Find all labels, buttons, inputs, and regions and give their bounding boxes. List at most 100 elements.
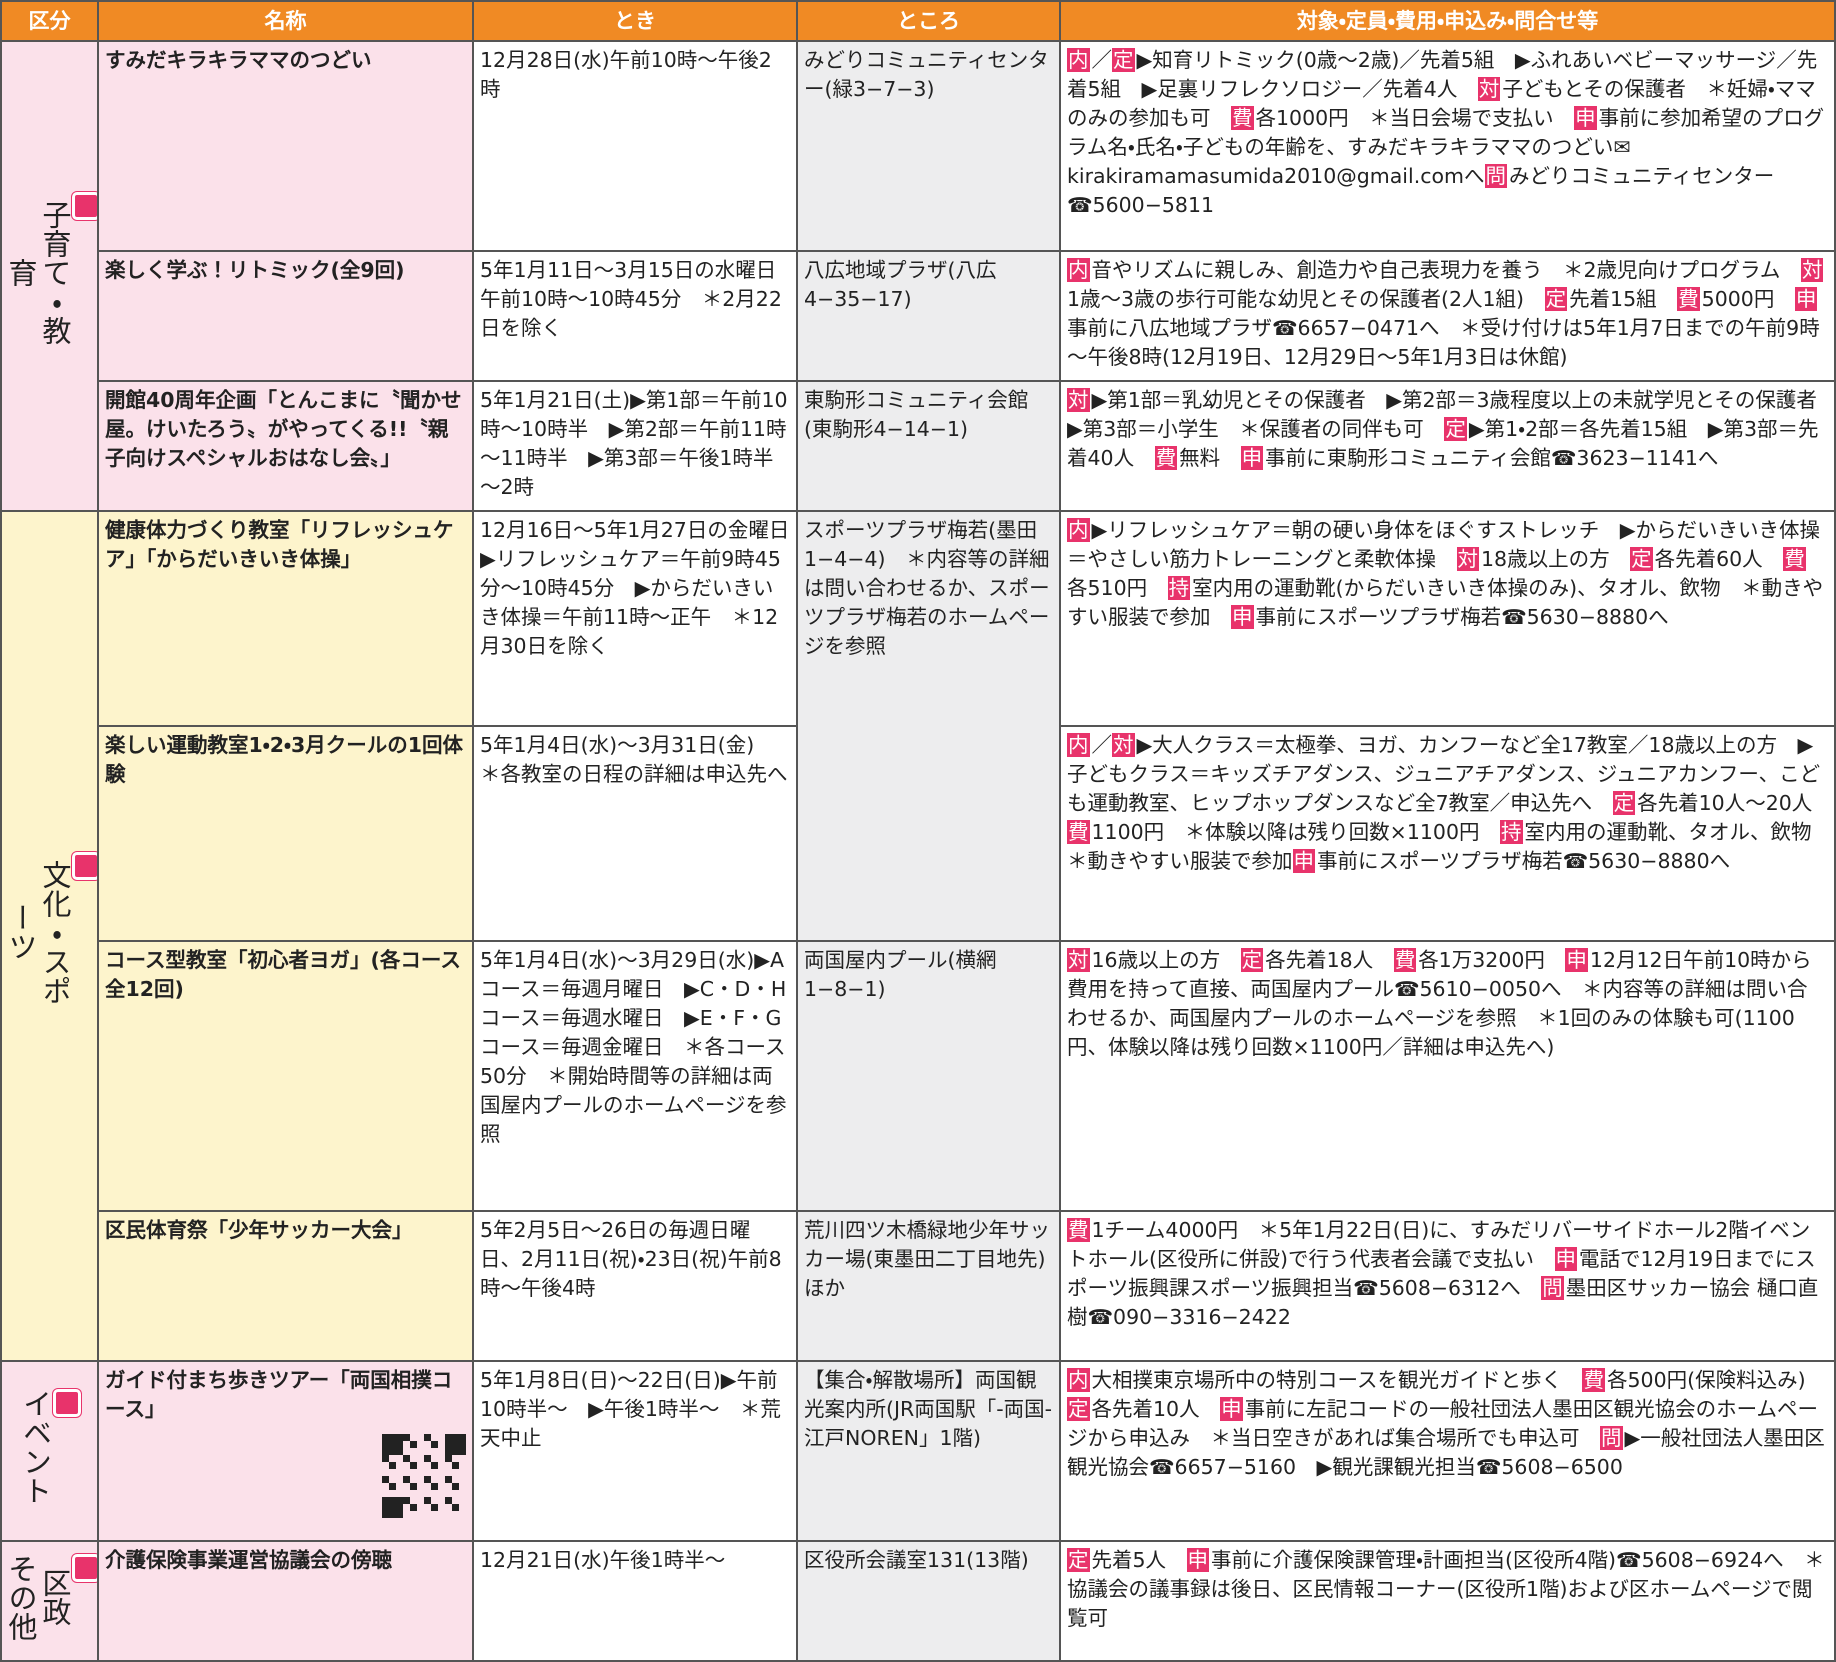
detail-text: ／	[1091, 48, 1113, 72]
details-cell: 内音やリズムに親しみ、創造力や自己表現力を養う ＊2歳児向けプログラム 対 1歳～…	[1059, 250, 1836, 382]
detail-tag: 対	[1067, 388, 1090, 412]
column-header: 対象・定員・費用・申込み・問合せ等	[1059, 0, 1836, 42]
category-icon	[52, 1389, 81, 1417]
where-cell: 区役所会議室131(13階)	[796, 1540, 1061, 1662]
detail-text: 室内用の運動靴、タオル、飲物 ＊動きやすい服装で参加	[1067, 820, 1833, 873]
detail-text: 事前に八広地域プラザ☎6657−0471へ ＊受け付けは5年1月7日までの午前9…	[1067, 316, 1820, 369]
header-row: 区分 名称 とき ところ 対象・定員・費用・申込み・問合せ等	[0, 0, 1836, 42]
detail-tag: 費	[1231, 106, 1254, 130]
detail-text: ▶第1・2部＝各先着15組 ▶第3部＝先着40人	[1067, 417, 1819, 470]
column-header: ところ	[796, 0, 1061, 42]
name-cell: 区民体育祭「少年サッカー大会」	[97, 1210, 474, 1362]
details-cell: 内／対 ▶大人クラス＝太極拳、ヨガ、カンフーなど全17教室／18歳以上の方 ▶子ど…	[1059, 725, 1836, 942]
detail-tag: 問	[1484, 164, 1507, 188]
detail-text: 各先着60人	[1654, 547, 1784, 571]
detail-text: 事前に参加希望のプログラム名・氏名・子どもの年齢を、すみだキラキラママのつどい✉…	[1067, 106, 1825, 188]
detail-text: 子どもとその保護者 ＊妊婦・ママのみの参加も可	[1067, 77, 1816, 130]
detail-text: 各510円	[1067, 576, 1168, 600]
where-cell: スポーツプラザ梅若(墨田1−4−4) ＊内容等の詳細は問い合わせるか、スポーツプ…	[796, 510, 1061, 942]
table-row: 文化・スポーツ 健康体力づくり教室「リフレッシュケア」「からだいきいき体操」 12月…	[0, 510, 1836, 1362]
detail-text: 1チーム4000円 ＊5年1月22日(日)に、すみだリバーサイドホール2階イベン…	[1067, 1218, 1811, 1271]
detail-tag: 定	[1067, 1397, 1090, 1421]
name-cell: 開館40周年企画「とんこまに〝聞かせ屋。けいたろう〟がやってくる!!〝親子向けス…	[97, 380, 474, 512]
table-row: 区政 その他 介護保険事業運営協議会の傍聴 12月21日(水)午後1時半～ 区役所会議室…	[0, 1540, 1836, 1662]
details-cell: 内 ▶リフレッシュケア＝朝の硬い身体をほぐすストレッチ ▶からだいきいき体操＝やさ…	[1059, 510, 1836, 727]
detail-text: 各1000円 ＊当日会場で支払い	[1255, 106, 1575, 130]
detail-tag: 問	[1600, 1426, 1623, 1450]
table-row: 開館40周年企画「とんこまに〝聞かせ屋。けいたろう〟がやってくる!!〝親子向けス…	[1, 380, 1836, 512]
detail-text: 事前にスポーツプラザ梅若☎5630−8880へ	[1255, 605, 1669, 629]
detail-tag: 申	[1292, 849, 1315, 873]
detail-text: 12月12日午前10時から費用を持って直接、両国屋内プール☎5610−0050へ…	[1067, 948, 1812, 1059]
category-label: 文化・スポーツ	[4, 852, 96, 1012]
details-cell: 内／定 ▶知育リトミック(0歳～2歳)／先着5組 ▶ふれあいベビーマッサージ／先着…	[1059, 40, 1836, 252]
detail-text: 16歳以上の方	[1091, 948, 1241, 972]
detail-text: 墨田区サッカー協会 樋口直樹☎090−3316−2422	[1067, 1276, 1819, 1329]
category-icon	[72, 192, 96, 220]
category-text: 文化・スポーツ	[4, 859, 72, 1005]
table-row: 楽しく学ぶ！リトミック(全9回) 5年1月11日～3月15日の水曜日午前10時～1…	[1, 250, 1836, 382]
detail-text: ／	[1091, 733, 1113, 757]
where-cell: 八広地域プラザ(八広4−35−17)	[796, 250, 1061, 382]
detail-tag: 費	[1067, 1218, 1090, 1242]
when-cell: 12月28日(水)午前10時～午後2時	[472, 40, 798, 252]
detail-tag: 持	[1500, 820, 1523, 844]
category-cell: 文化・スポーツ	[0, 510, 99, 1362]
where-cell: 【集合・解散場所】両国観光案内所(JR両国駅「-両国-江戸NOREN」1階)	[796, 1360, 1061, 1542]
event-name: 開館40周年企画「とんこまに〝聞かせ屋。けいたろう〟がやってくる!!〝親子向けス…	[105, 388, 462, 470]
detail-tag: 問	[1541, 1276, 1564, 1300]
when-cell: 5年2月5日～26日の毎週日曜日、2月11日(祝)・23日(祝)午前8時～午後4…	[472, 1210, 798, 1362]
detail-tag: 申	[1186, 1548, 1210, 1572]
category-text: 区政	[38, 1568, 72, 1626]
detail-text: 電話で12月19日までにスポーツ振興課スポーツ振興担当☎5608−6312へ	[1067, 1247, 1816, 1300]
when-cell: 5年1月21日(土)▶第1部＝午前10時～10時半 ▶第2部＝午前11時～11時…	[472, 380, 798, 512]
table-row: イベント ガイド付まち歩きツアー「両国相撲コース」 5年1月8日(日)～22日(日)…	[0, 1360, 1836, 1542]
category-text: イベント	[18, 1389, 53, 1505]
detail-tag: 定	[1112, 48, 1135, 72]
detail-tag: 定	[1444, 417, 1467, 441]
detail-tag: 申	[1554, 1247, 1577, 1271]
event-name: 介護保険事業運営協議会の傍聴	[105, 1548, 392, 1572]
detail-text: ▶一般社団法人墨田区観光協会☎6657−5160 ▶観光課観光担当☎5608−6…	[1067, 1426, 1825, 1479]
detail-tag: 申	[1220, 1397, 1243, 1421]
name-cell: 楽しく学ぶ！リトミック(全9回)	[97, 250, 474, 382]
category-label: イベント	[19, 1389, 81, 1505]
event-name: 区民体育祭「少年サッカー大会」	[105, 1218, 413, 1242]
detail-text: 5000円	[1701, 287, 1795, 311]
details-cell: 対 16歳以上の方 定各先着18人 費各1万3200円 申 12月12日午前10時か…	[1059, 940, 1836, 1212]
detail-tag: 定	[1630, 547, 1653, 571]
column-header: 名称	[97, 0, 474, 42]
detail-text: 1100円 ＊体験以降は残り回数×1100円	[1091, 820, 1501, 844]
detail-tag: 申	[1794, 287, 1818, 311]
details-cell: 定先着5人 申事前に介護保険課管理・計画担当(区役所4階)☎5608−6924へ…	[1059, 1540, 1836, 1662]
detail-tag: 内	[1067, 733, 1090, 757]
detail-tag: 申	[1240, 446, 1264, 470]
detail-tag: 定	[1067, 1548, 1090, 1572]
detail-tag: 費	[1582, 1368, 1605, 1392]
detail-text: ▶リフレッシュケア＝朝の硬い身体をほぐすストレッチ ▶からだいきいき体操＝やさし…	[1067, 518, 1821, 571]
when-cell: 5年1月8日(日)～22日(日)▶午前10時半～ ▶午後1時半～ ＊荒天中止	[472, 1360, 798, 1542]
detail-text: 事前に左記コードの一般社団法人墨田区観光協会のホームページから申込み ＊当日空き…	[1067, 1397, 1818, 1450]
category-text: 子育て・教育	[4, 199, 72, 345]
name-cell: すみだキラキラママのつどい	[97, 40, 474, 252]
detail-text: 事前にスポーツプラザ梅若☎5630−8880へ	[1317, 849, 1731, 873]
category-text: その他	[4, 1553, 38, 1641]
detail-tag: 申	[1231, 605, 1254, 629]
detail-text: 大相撲東京場所中の特別コースを観光ガイドと歩く	[1091, 1368, 1583, 1392]
detail-tag: 費	[1393, 948, 1417, 972]
detail-text: みどりコミュニティセンター☎5600−5811	[1067, 164, 1775, 217]
category-icon	[72, 1553, 96, 1582]
details-cell: 対 ▶第1部＝乳幼児とその保護者 ▶第2部＝3歳程度以上の未就学児とその保護者 ▶…	[1059, 380, 1836, 512]
event-name: すみだキラキラママのつどい	[105, 48, 372, 72]
when-cell: 5年1月4日(水)～3月31日(金) ＊各教室の日程の詳細は申込先へ	[472, 725, 798, 942]
detail-tag: 対	[1456, 547, 1479, 571]
detail-text: 各先着10人～20人	[1637, 791, 1833, 815]
table-body: 子育て・教育 すみだキラキラママのつどい 12月28日(水)午前10時～午後2時みど…	[0, 40, 1836, 1662]
detail-text: 無料	[1179, 446, 1241, 470]
detail-text: 先着5人	[1091, 1548, 1187, 1572]
detail-tag: 費	[1067, 820, 1090, 844]
detail-text: 各1万3200円	[1418, 948, 1566, 972]
event-name: ガイド付まち歩きツアー「両国相撲コース」	[105, 1368, 453, 1421]
event-name: コース型教室「初心者ヨガ」(各コース全12回)	[105, 948, 461, 1001]
